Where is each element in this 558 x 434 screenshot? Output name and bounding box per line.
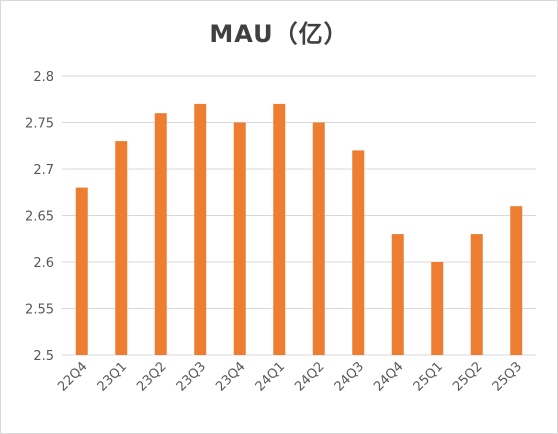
y-tick-label: 2.55 [25,303,54,318]
bar [233,122,246,355]
bar [470,234,483,355]
bar [75,187,88,355]
x-tick-label: 23Q1 [95,359,130,394]
bar [510,206,523,355]
bar [352,150,365,355]
y-tick-label: 2.7 [33,163,54,178]
x-tick-label: 25Q1 [411,359,446,394]
x-tick-label: 24Q3 [332,359,367,394]
gridlines [62,75,536,356]
x-tick-label: 22Q4 [55,359,90,394]
x-axis: 22Q4 23Q1 23Q2 23Q3 23Q4 24Q1 24Q2 24Q3 24Q4 25Q1… [55,359,525,394]
y-tick-label: 2.5 [33,349,54,364]
y-tick-label: 2.8 [33,70,54,85]
x-tick-label: 24Q4 [371,359,406,394]
bar [391,234,404,355]
bar [115,141,128,355]
bars [75,103,523,356]
bar [154,113,167,355]
y-tick-label: 2.75 [25,117,54,132]
bar [431,262,444,355]
chart-title: MAU（亿） [209,20,349,48]
x-tick-label: 23Q4 [213,359,248,394]
x-tick-label: 24Q2 [292,359,327,394]
x-tick-label: 25Q2 [450,359,485,394]
bar [194,103,207,356]
bar [273,103,286,356]
x-tick-label: 23Q3 [174,359,209,394]
x-tick-label: 25Q3 [490,359,525,394]
x-tick-label: 23Q2 [134,359,169,394]
y-tick-label: 2.6 [33,256,54,271]
y-tick-label: 2.65 [25,210,54,225]
y-axis: 2.5 2.55 2.6 2.65 2.7 2.75 2.8 [25,70,54,364]
x-tick-label: 24Q1 [253,359,288,394]
bar [312,122,325,355]
